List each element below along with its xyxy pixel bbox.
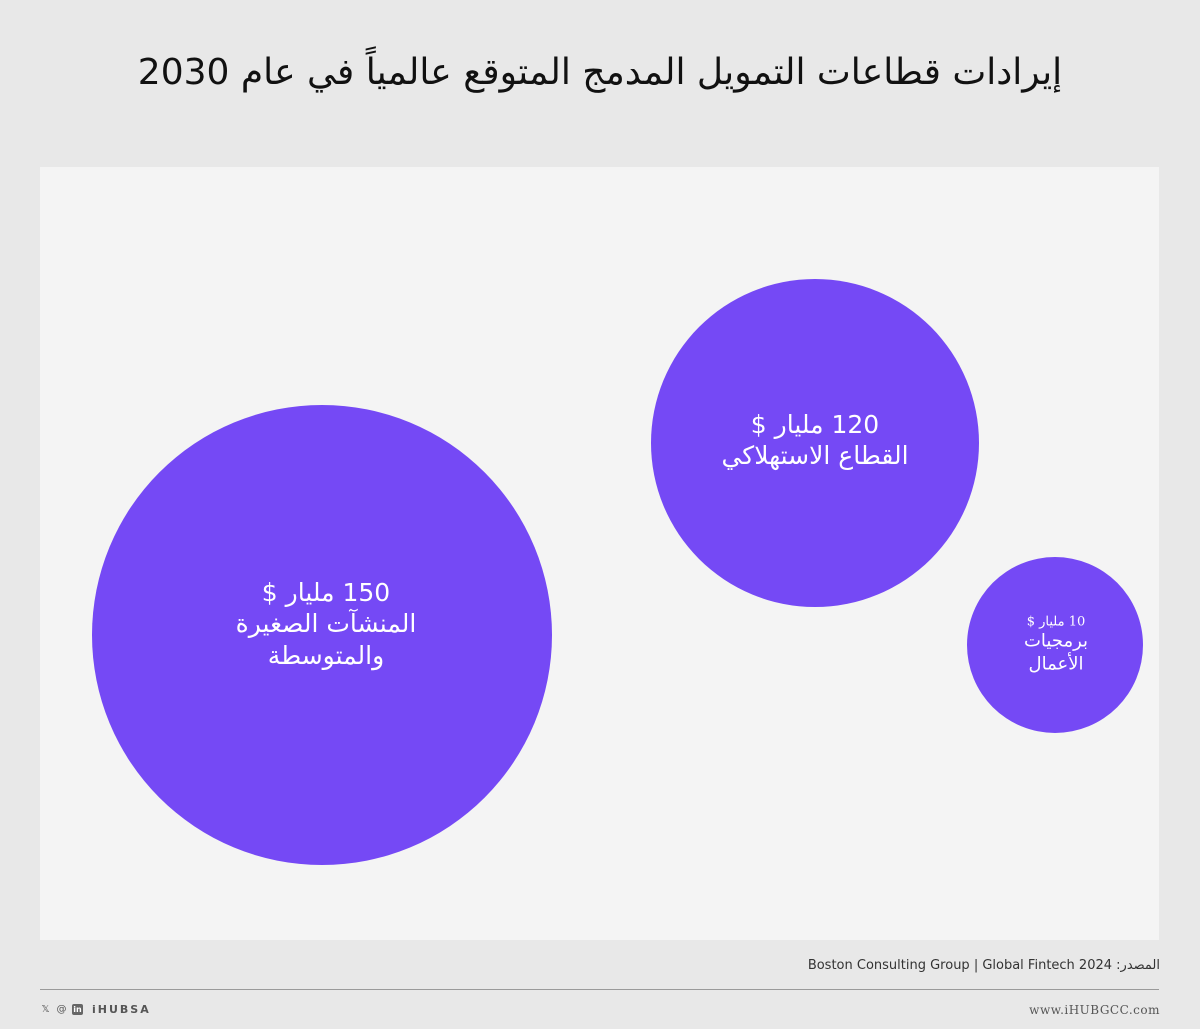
brand-name: iHUBSA <box>92 1003 151 1016</box>
bubble-label-consumer: 120 مليار $ القطاع الاستهلاكي <box>721 409 908 472</box>
bubble-sme <box>92 405 552 865</box>
footer-divider <box>40 989 1159 990</box>
bubble-consumer <box>651 279 979 607</box>
bubble-business-software <box>967 557 1143 733</box>
bubble-category-consumer: القطاع الاستهلاكي <box>721 441 909 470</box>
bubble-value-sme: 150 مليار $ <box>261 578 391 608</box>
source-text: Boston Consulting Group | Global Fintech… <box>807 958 1113 973</box>
source-label: المصدر: <box>1116 958 1160 973</box>
social-bar: 𝕏 @ in iHUBSA <box>40 1003 151 1016</box>
bubble-label-sme: 150 مليار $ المنشآت الصغيرة والمتوسطة <box>236 577 417 671</box>
chart-title: إيرادات قطاعات التمويل المدمج المتوقع عا… <box>137 52 1063 93</box>
bubble-value-business-software: 10 مليار $ <box>1026 614 1086 630</box>
bubble-category-business-software: برمجيات الأعمال <box>1023 630 1089 675</box>
bubble-chart <box>92 279 1143 865</box>
website-link[interactable]: www.iHUBGCC.com <box>1029 1003 1160 1017</box>
bubble-category-sme: المنشآت الصغيرة والمتوسطة <box>235 609 417 670</box>
bubble-value-consumer: 120 مليار $ <box>750 409 880 439</box>
bubble-label-business-software: 10 مليار $ برمجيات الأعمال <box>1024 614 1088 675</box>
plot-area: 150 مليار $ المنشآت الصغيرة والمتوسطة 12… <box>40 167 1159 940</box>
source-note: Boston Consulting Group | Global Fintech… <box>808 958 1160 973</box>
x-icon[interactable]: 𝕏 <box>41 1004 50 1015</box>
linkedin-icon[interactable]: in <box>72 1004 83 1015</box>
threads-icon[interactable]: @ <box>56 1004 67 1015</box>
